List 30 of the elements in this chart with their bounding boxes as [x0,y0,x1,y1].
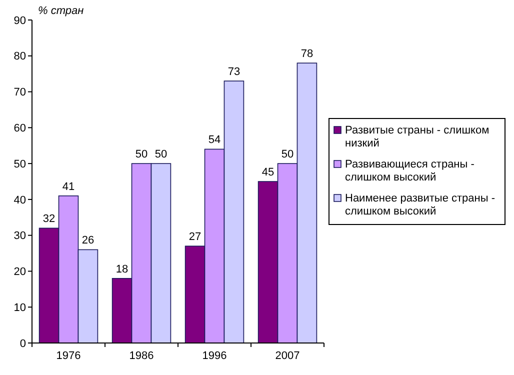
legend-label: Развитые страны - слишком низкий [345,124,490,150]
data-label: 50 [135,148,148,161]
legend-label: Развивающиеся страны - слишком высокий [345,158,475,184]
data-label: 73 [228,66,240,78]
data-label: 54 [208,134,221,146]
x-tick-label: 1996 [202,350,227,362]
y-tick-label: 70 [14,86,26,99]
y-tick-label: 50 [14,158,26,170]
y-axis-title: % стран [38,5,84,17]
y-tick-label: 60 [14,122,26,135]
data-label: 50 [281,148,294,161]
y-tick-label: 80 [14,50,26,63]
data-label: 50 [154,148,168,161]
x-tick-label: 1986 [129,350,154,362]
y-tick-label: 0 [20,338,26,350]
y-tick-label: 30 [14,230,26,242]
data-label: 78 [300,48,314,60]
y-tick-label: 10 [14,302,26,314]
data-label: 27 [188,231,202,244]
y-tick-label: 20 [14,266,26,278]
legend-label: Наименее развитые страны - слишком высокий [345,192,496,218]
x-tick-label: 2007 [275,350,300,362]
data-label: 26 [82,234,94,247]
data-label: 32 [42,213,56,226]
data-label: 18 [116,263,128,276]
y-tick-label: 40 [14,194,26,206]
y-tick-label: 90 [14,14,26,27]
data-label: 45 [262,166,274,178]
x-tick-label: 1976 [56,350,81,362]
data-label: 41 [62,180,75,193]
